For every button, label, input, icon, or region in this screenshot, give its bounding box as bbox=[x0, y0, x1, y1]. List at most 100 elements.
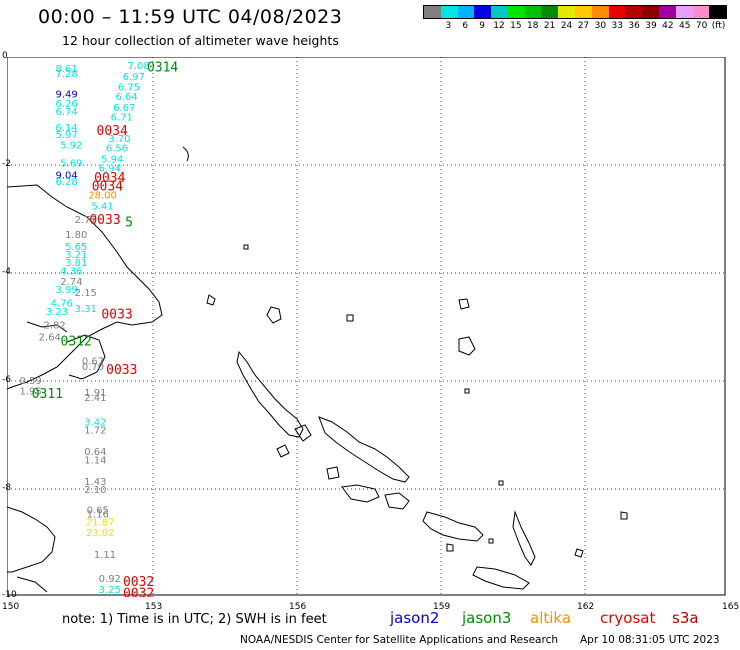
page-subtitle: 12 hour collection of altimeter wave hei… bbox=[62, 33, 339, 48]
color-swatch bbox=[692, 6, 710, 18]
color-scale-label: 27 bbox=[577, 21, 590, 31]
pass-time-label: 0312 bbox=[61, 335, 92, 350]
wave-height-label: 8.61 bbox=[55, 64, 77, 75]
color-scale-label: 12 bbox=[493, 21, 505, 31]
wave-height-label: 23.02 bbox=[86, 528, 115, 539]
y-tick-label: -10 bbox=[2, 590, 17, 600]
coastline bbox=[326, 466, 340, 480]
wave-height-label: 4.36 bbox=[60, 266, 82, 277]
color-scale-labels: 3 6 9 12 15 18 21 24 27 30 33 36 39 42 45 70 (ft) bbox=[423, 21, 727, 33]
color-scale-label: 70 bbox=[695, 21, 708, 31]
plot-frame bbox=[7, 57, 726, 596]
wave-height-label: 3.42 bbox=[84, 418, 106, 429]
pass-time-label: 5 bbox=[125, 216, 133, 231]
color-scale-label: 18 bbox=[527, 21, 539, 31]
coastline bbox=[16, 576, 48, 593]
credit-line: NOAA/NESDIS Center for Satellite Applica… bbox=[240, 634, 558, 646]
coastline bbox=[243, 244, 249, 250]
color-scale-label: 39 bbox=[645, 21, 657, 31]
color-swatch bbox=[457, 6, 475, 18]
wave-height-label: 6.14 bbox=[55, 123, 77, 134]
coastline bbox=[498, 480, 504, 486]
wave-height-label: 6.56 bbox=[106, 144, 128, 155]
x-tick-label: 150 bbox=[2, 602, 20, 612]
color-scale-label: 33 bbox=[611, 21, 623, 31]
color-swatch bbox=[642, 6, 659, 18]
wave-height-label: 1.16 bbox=[87, 509, 109, 520]
generated-timestamp: Apr 10 08:31:05 UTC 2023 bbox=[580, 634, 720, 646]
wave-height-label: 6.67 bbox=[113, 103, 135, 114]
y-tick-label: -6 bbox=[2, 375, 11, 385]
color-swatch bbox=[591, 6, 609, 18]
coastline bbox=[266, 306, 282, 324]
wave-height-label: 2.77 bbox=[75, 215, 97, 226]
wave-height-label: 1.43 bbox=[84, 477, 106, 488]
coastline bbox=[7, 506, 56, 573]
color-swatch bbox=[424, 6, 441, 18]
coastline bbox=[182, 146, 189, 162]
coastline bbox=[346, 314, 354, 322]
wave-height-label: 3.23 bbox=[46, 307, 68, 318]
color-scale-label: 9 bbox=[479, 21, 485, 31]
coastline bbox=[422, 511, 484, 542]
wave-height-label: 3.31 bbox=[75, 304, 97, 315]
coastline bbox=[458, 298, 470, 310]
x-tick-label: 165 bbox=[722, 602, 740, 612]
pass-time-label: 0032 bbox=[123, 587, 154, 597]
color-scale-label: 42 bbox=[662, 21, 674, 31]
wave-height-label: 7.28 bbox=[55, 69, 77, 80]
color-swatch bbox=[608, 6, 626, 18]
color-scale-label: 45 bbox=[679, 21, 691, 31]
wave-height-label: 5.69 bbox=[60, 158, 82, 169]
coastline bbox=[66, 334, 106, 380]
satellite-legend-item: jason2 bbox=[390, 609, 440, 627]
wave-height-label: 0.67 bbox=[82, 356, 104, 367]
wave-height-label: 2.64 bbox=[39, 333, 61, 344]
color-swatch bbox=[524, 6, 542, 18]
wave-height-label: 0.92 bbox=[99, 574, 121, 585]
x-tick-label: 162 bbox=[577, 602, 595, 612]
color-scale-label: 36 bbox=[628, 21, 640, 31]
y-tick-label: -8 bbox=[2, 483, 11, 493]
footer-note: note: 1) Time is in UTC; 2) SWH is in fe… bbox=[62, 612, 327, 627]
color-scale-label: 21 bbox=[543, 21, 556, 31]
wave-height-label: 1.14 bbox=[84, 455, 106, 466]
wave-height-label: 9.49 bbox=[55, 90, 77, 101]
coastline bbox=[512, 510, 536, 566]
wave-height-label: 5.94 bbox=[101, 155, 123, 166]
wave-height-label: 3.21 bbox=[65, 250, 87, 261]
page-title: 00:00 – 11:59 UTC 04/08/2023 bbox=[38, 6, 343, 28]
satellite-legend-item: jason3 bbox=[462, 609, 512, 627]
color-swatch bbox=[625, 6, 643, 18]
color-swatch bbox=[709, 6, 727, 18]
color-scale-bar bbox=[423, 5, 727, 19]
satellite-legend-item: s3a bbox=[672, 609, 699, 627]
wave-height-label: 1.80 bbox=[65, 230, 87, 241]
wave-height-label: 1.95 bbox=[19, 387, 41, 398]
coastline bbox=[446, 543, 454, 552]
color-scale-label: 6 bbox=[462, 21, 469, 31]
pass-time-label: 0034 bbox=[97, 124, 128, 139]
coastline bbox=[26, 321, 68, 333]
pass-time-label: 0033 bbox=[89, 213, 120, 228]
wave-height-map: 8.617.28 7.086.976.756.64 9.496.266.74 6.67… bbox=[7, 57, 726, 597]
wave-height-label: 9.04 bbox=[55, 171, 77, 182]
pass-time-label: 0034 bbox=[94, 171, 125, 186]
satellite-legend-item: altika bbox=[530, 609, 572, 627]
pass-time-label: 0034 bbox=[92, 180, 123, 195]
pass-time-label: 0314 bbox=[147, 61, 178, 76]
wave-height-label: 6.64 bbox=[115, 92, 137, 103]
color-swatch bbox=[491, 6, 508, 18]
coastline bbox=[236, 350, 304, 438]
coastline bbox=[574, 548, 584, 558]
color-swatch bbox=[541, 6, 559, 18]
coastline bbox=[384, 492, 410, 510]
coastline bbox=[276, 444, 290, 458]
x-tick-label: 159 bbox=[433, 602, 451, 612]
color-swatch bbox=[507, 6, 525, 18]
wave-height-label: 0.64 bbox=[84, 447, 106, 458]
coastline bbox=[620, 511, 628, 520]
wave-height-label: 0.70 bbox=[82, 362, 104, 373]
wave-height-label: 2.41 bbox=[84, 393, 106, 404]
wave-height-label: 2.74 bbox=[60, 277, 82, 288]
